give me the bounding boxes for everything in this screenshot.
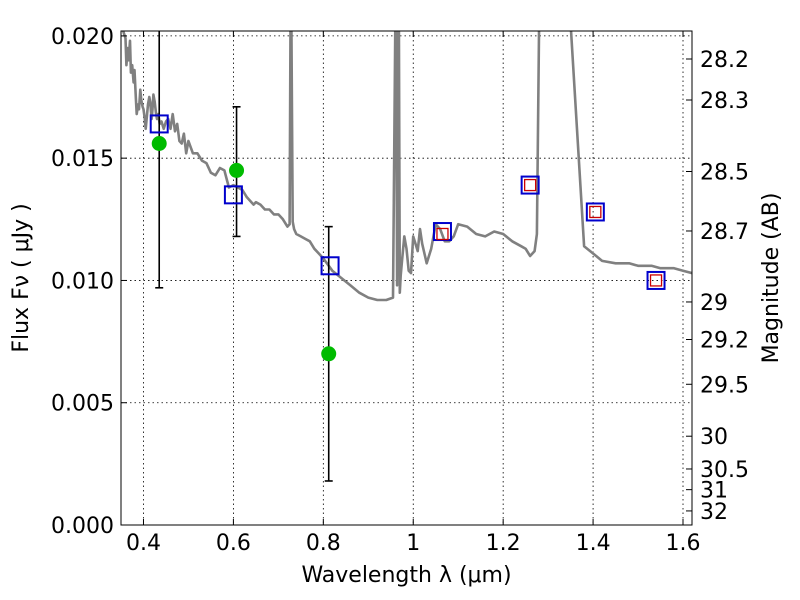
y-tick-label: 0.000: [51, 514, 114, 539]
magnitude-tick-label: 28.5: [700, 161, 749, 186]
magnitude-tick-label: 29.2: [700, 328, 749, 353]
model-small-point: [436, 227, 449, 241]
y-axis-ticks: 0.000 0.005 0.010 0.015 0.020: [51, 25, 127, 539]
magnitude-tick-label: 30.5: [700, 458, 749, 483]
model-small-series: [436, 178, 663, 287]
sed-series: [121, 31, 692, 302]
model-box-series: [149, 114, 666, 290]
plot-frame: [120, 30, 693, 526]
y-tick-label: 0.010: [51, 269, 114, 294]
magnitude-tick-label: 31: [700, 479, 728, 504]
x-tick-label: 1.2: [486, 531, 521, 556]
model-box-point: [149, 114, 169, 134]
sed-line: [121, 31, 692, 302]
model-small-point: [523, 178, 537, 192]
magnitude-tick-label: 32: [700, 500, 728, 525]
x-tick-label: 0.4: [126, 531, 161, 556]
magnitude-tick-label: 30: [700, 425, 728, 450]
errorbar-group: [155, 31, 333, 482]
observed-point: [229, 162, 245, 178]
x-tick-label: 0.6: [216, 531, 251, 556]
y-tick-label: 0.015: [51, 147, 114, 172]
grid: [121, 31, 692, 526]
magnitude-tick-label: 28.7: [700, 220, 749, 245]
observed-point: [151, 135, 167, 151]
magnitude-tick-label: 28.3: [700, 89, 749, 114]
magnitude-tick-label: 29.5: [700, 373, 749, 398]
x-axis-ticks: 0.4 0.6 0.8 1 1.2 1.4 1.6: [126, 31, 701, 556]
model-box-point: [585, 202, 605, 222]
model-small-point: [589, 205, 602, 219]
x-tick-label: 1: [406, 531, 420, 556]
magnitude-axis-title: Magnitude (AB): [759, 193, 784, 364]
model-small-point: [649, 274, 663, 287]
magnitude-tick-label: 29: [700, 291, 728, 316]
model-box-point: [520, 175, 540, 195]
x-tick-label: 1.6: [666, 531, 701, 556]
y-tick-label: 0.020: [51, 25, 114, 50]
y-tick-label: 0.005: [51, 392, 114, 417]
y-axis-title: Flux Fν ( μJy ): [9, 203, 34, 352]
observed-series: [151, 135, 337, 362]
x-tick-label: 0.8: [306, 531, 341, 556]
model-box-point: [320, 256, 340, 276]
model-box-point: [646, 270, 666, 290]
magnitude-tick-label: 28.2: [700, 48, 749, 73]
x-axis-title: Wavelength λ (μm): [301, 563, 511, 588]
x-tick-label: 1.4: [576, 531, 611, 556]
observed-point: [321, 346, 337, 362]
model-box-point: [223, 185, 243, 205]
